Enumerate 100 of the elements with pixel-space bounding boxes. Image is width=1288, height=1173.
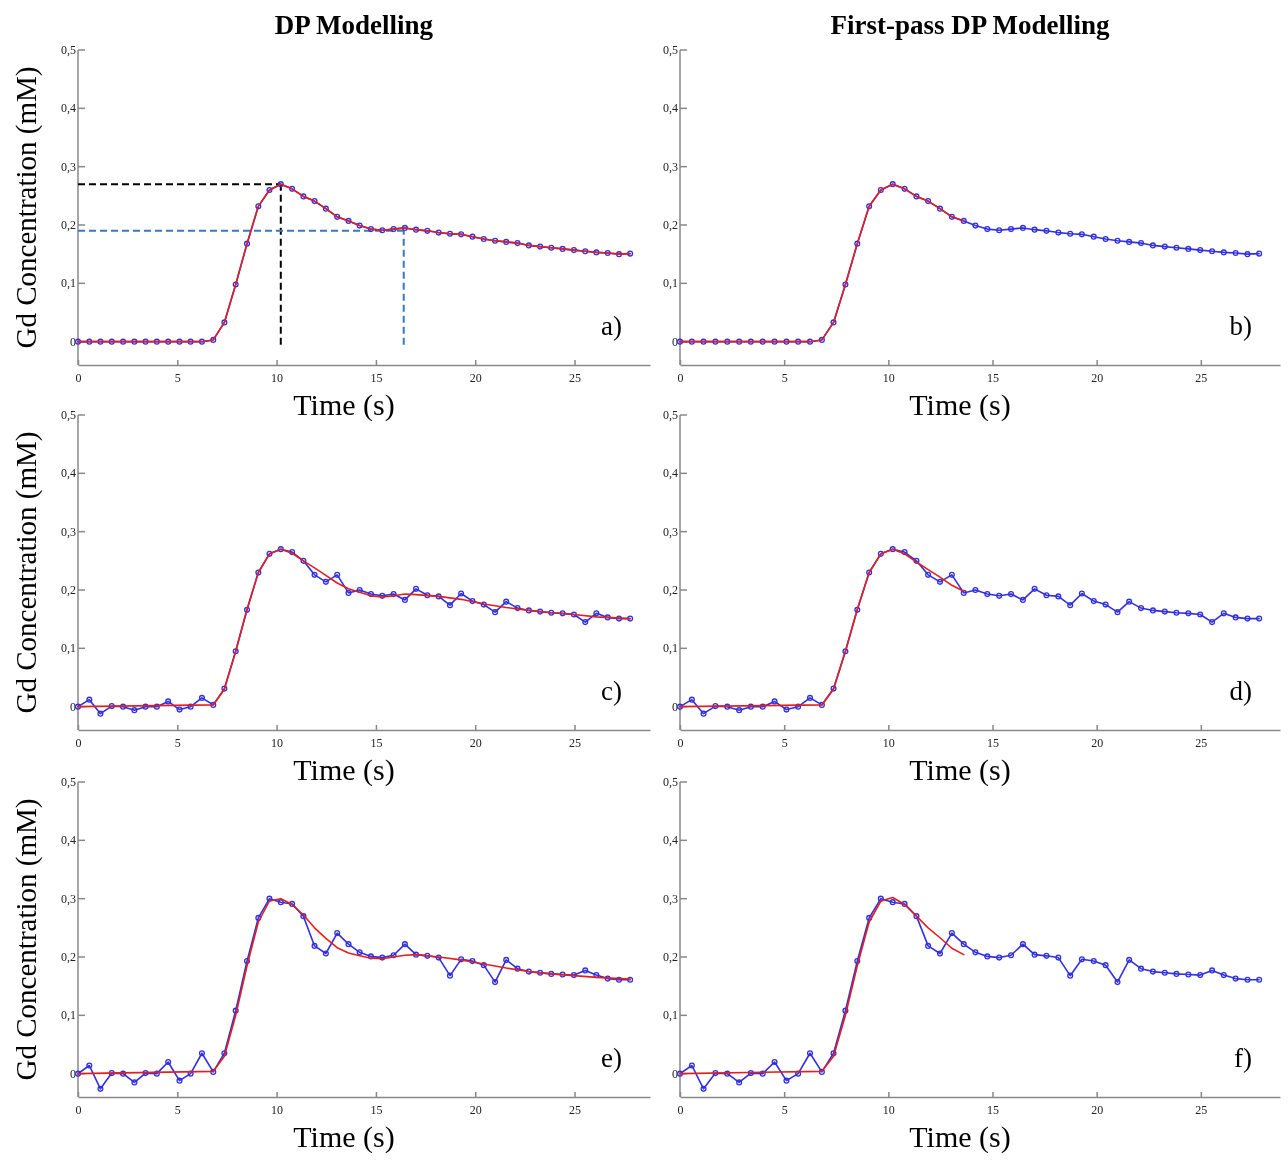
y-tick-label: 0,2 (61, 582, 76, 597)
point (345, 589, 352, 596)
point (1055, 954, 1062, 961)
point (1161, 969, 1168, 976)
point (1232, 614, 1239, 621)
point (255, 569, 262, 576)
x-tick-label: 15 (370, 736, 383, 751)
y-tick-label: 0,2 (61, 949, 76, 964)
point (925, 571, 932, 578)
point (593, 610, 600, 617)
point (984, 226, 991, 233)
x-tick-label: 5 (174, 371, 181, 386)
point (818, 1068, 825, 1075)
point (322, 950, 329, 957)
point (806, 338, 814, 345)
x-tick-label: 20 (469, 736, 482, 751)
x-tick-label: 25 (569, 736, 582, 751)
point (582, 619, 589, 626)
point (948, 930, 955, 937)
y-tick-label: 0,1 (663, 276, 678, 291)
point (165, 1058, 172, 1066)
y-axis-title: Gd Concentration (mM) (10, 798, 43, 1081)
point (818, 701, 825, 708)
point (1102, 962, 1109, 969)
y-tick-label: 0,5 (663, 407, 678, 422)
point (1149, 968, 1156, 975)
x-tick-label: 10 (271, 371, 284, 386)
point (759, 338, 766, 345)
y-tick-label: 0 (70, 1066, 76, 1081)
point (165, 338, 172, 345)
point (1126, 598, 1133, 605)
point (854, 606, 861, 613)
point (1031, 585, 1038, 592)
point (86, 338, 93, 345)
point (1209, 619, 1216, 626)
y-tick-label: 0,4 (61, 833, 76, 848)
point (345, 941, 352, 948)
point (1043, 227, 1050, 234)
point (165, 698, 172, 705)
point (1031, 226, 1038, 233)
x-tick-label: 25 (1195, 371, 1208, 386)
y-tick-label: 0,1 (663, 641, 678, 656)
x-axis-title: Time (s) (909, 1120, 1011, 1154)
point (503, 598, 510, 605)
point (1173, 609, 1180, 616)
point (97, 710, 104, 717)
point (1173, 244, 1180, 251)
point (984, 953, 991, 960)
point (1114, 609, 1121, 616)
point (311, 942, 318, 949)
y-tick-label: 0,5 (61, 774, 76, 789)
point (1220, 249, 1227, 256)
point (1161, 608, 1168, 615)
point (1078, 956, 1085, 963)
line-series (679, 896, 965, 1075)
x-tick-label: 10 (882, 736, 895, 751)
y-tick-label: 0,5 (663, 774, 678, 789)
point (1197, 972, 1204, 979)
point (604, 614, 611, 621)
x-tick-label: 25 (1195, 736, 1208, 751)
point (1185, 245, 1192, 252)
point (688, 696, 695, 703)
point (996, 954, 1003, 961)
y-tick-label: 0,1 (61, 1008, 76, 1023)
point (700, 710, 707, 717)
point (1043, 952, 1050, 959)
point (401, 596, 408, 603)
y-tick-label: 0,3 (61, 524, 76, 539)
point (1126, 238, 1133, 245)
annotation: e) (601, 1043, 622, 1073)
point (795, 338, 802, 345)
y-tick-label: 0,2 (663, 949, 678, 964)
point (1232, 249, 1239, 257)
point (1138, 965, 1145, 972)
y-tick-label: 0 (70, 334, 76, 349)
x-axis-title: Time (s) (293, 1120, 395, 1154)
point (367, 226, 374, 233)
point (86, 696, 93, 703)
point (255, 203, 262, 210)
point (806, 694, 814, 701)
point (1138, 240, 1145, 247)
point (131, 338, 138, 345)
point (187, 338, 194, 345)
annotation: d) (1229, 676, 1252, 706)
point (936, 950, 944, 957)
point (972, 949, 979, 956)
point (570, 247, 577, 254)
point (1232, 975, 1239, 982)
y-axis-title: Gd Concentration (mM) (10, 431, 43, 714)
point (747, 1070, 754, 1077)
point (492, 979, 499, 986)
point (984, 591, 991, 598)
point (996, 227, 1003, 234)
point (771, 698, 778, 705)
y-tick-label: 0,4 (61, 101, 76, 116)
point (1067, 602, 1074, 609)
x-tick-label: 20 (1091, 371, 1104, 386)
line-series (679, 183, 965, 343)
point (537, 969, 544, 976)
y-tick-label: 0,4 (61, 466, 76, 481)
